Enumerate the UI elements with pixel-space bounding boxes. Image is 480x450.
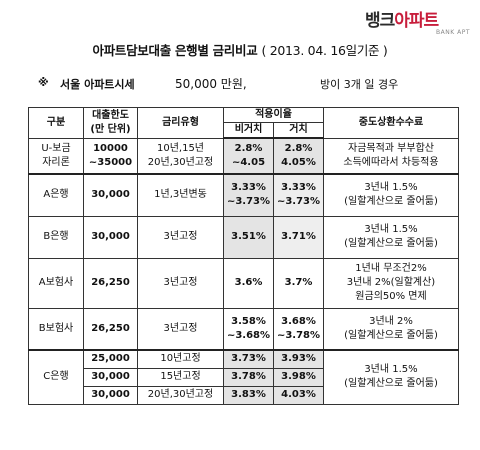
- row-deferred-rate: 4.03%: [273, 385, 324, 405]
- row-limit: 10000 ~35000: [83, 137, 138, 175]
- row-non-deferred-rate: 2.8% ~4.05: [223, 137, 274, 175]
- row-limit: 30,000: [83, 215, 138, 259]
- condition-note: 방이 3개 일 경우: [320, 78, 399, 91]
- header-category: 구분: [28, 107, 84, 139]
- row-rate-type: 3년고정: [137, 215, 224, 259]
- row-rate-type: 10년,15년 20년,30년고정: [137, 137, 224, 175]
- row-name: B은행: [28, 215, 84, 259]
- base-date: ( 2013. 04. 16일기준 ): [261, 43, 388, 58]
- page-title: 아파트담보대출 은행별 금리비교 ( 2013. 04. 16일기준 ): [92, 43, 388, 58]
- row-non-deferred-rate: 3.78%: [223, 367, 274, 387]
- row-name: C은행: [28, 349, 84, 405]
- row-non-deferred-rate: 3.73%: [223, 349, 274, 369]
- row-name: A보험사: [28, 257, 84, 309]
- row-fee: 3년내 1.5% (일할계산으로 줄어듦): [323, 173, 459, 217]
- row-limit: 30,000: [83, 367, 138, 387]
- row-limit: 26,250: [83, 257, 138, 309]
- header-fee: 중도상환수수료: [323, 107, 459, 139]
- condition-region: 서울 아파트시세: [60, 78, 135, 91]
- header-applied-rate: 적용이율: [223, 107, 324, 123]
- row-rate-type: 3년고정: [137, 307, 224, 351]
- reference-mark: ※: [38, 76, 49, 89]
- row-name: U-보금 자리론: [28, 137, 84, 175]
- header-rate-type: 금리유형: [137, 107, 224, 139]
- table-row: 30,000 15년고정 3.78% 3.98%: [29, 367, 459, 387]
- table-row: 30,000 20년,30년고정 3.83% 4.03%: [29, 385, 459, 405]
- row-fee: 3년내 2% (일할계산으로 줄어듦): [323, 307, 459, 351]
- row-rate-type: 1년,3년변동: [137, 173, 224, 217]
- row-deferred-rate: 3.71%: [273, 215, 324, 259]
- table-row: A보험사 26,250 3년고정 3.6% 3.7% 1년내 무조건2% 3년내 …: [28, 257, 459, 309]
- row-deferred-rate: 2.8% 4.05%: [273, 137, 324, 175]
- row-deferred-rate: 3.33% ~3.73%: [273, 173, 324, 217]
- row-deferred-rate: 3.68% ~3.78%: [273, 307, 324, 351]
- row-deferred-rate: 3.7%: [273, 257, 324, 309]
- row-limit: 30,000: [83, 173, 138, 217]
- table-row: B보험사 26,250 3년고정 3.58% ~3.68% 3.68% ~3.78%…: [28, 307, 459, 351]
- row-name: B보험사: [28, 307, 84, 351]
- row-non-deferred-rate: 3.58% ~3.68%: [223, 307, 274, 351]
- row-rate-type: 20년,30년고정: [137, 385, 224, 405]
- row-rate-type: 10년고정: [137, 349, 224, 369]
- row-name: A은행: [28, 173, 84, 217]
- header-non-deferred: 비거치: [223, 122, 274, 139]
- bankapt-logo: 뱅크아파트 BANK APT: [365, 6, 470, 36]
- table-row: U-보금 자리론 10000 ~35000 10년,15년 20년,30년고정 2.8…: [28, 137, 459, 175]
- row-rate-type: 3년고정: [137, 257, 224, 309]
- row-limit: 30,000: [83, 385, 138, 405]
- row-non-deferred-rate: 3.6%: [223, 257, 274, 309]
- row-fee: 1년내 무조건2% 3년내 2%(일할계산) 원금의50% 면제: [323, 257, 459, 309]
- row-non-deferred-rate: 3.83%: [223, 385, 274, 405]
- row-fee: 자금목적과 부부합산 소득에따라서 차등적용: [323, 137, 459, 175]
- rate-comparison-table: 구분 대출한도 (만 단위) 금리유형 적용이율 중도상환수수료 비거치 거치 U…: [28, 107, 459, 405]
- table-row: C은행 25,000 10년고정 3.73% 3.93% 3년내 1.5% (일할…: [28, 349, 459, 405]
- row-non-deferred-rate: 3.51%: [223, 215, 274, 259]
- row-deferred-rate: 3.98%: [273, 367, 324, 387]
- condition-amount: 50,000 만원,: [175, 77, 247, 91]
- table-row: A은행 30,000 1년,3년변동 3.33% ~3.73% 3.33% ~3.7…: [28, 173, 459, 217]
- row-deferred-rate: 3.93%: [273, 349, 324, 369]
- row-fee: 3년내 1.5% (일할계산으로 줄어듦): [323, 349, 459, 405]
- logo-subtext: BANK APT: [436, 29, 470, 36]
- row-limit: 25,000: [83, 349, 138, 369]
- header-limit: 대출한도 (만 단위): [83, 107, 138, 139]
- row-limit: 26,250: [83, 307, 138, 351]
- header-deferred: 거치: [273, 122, 324, 139]
- row-fee: 3년내 1.5% (일할계산으로 줄어듦): [323, 215, 459, 259]
- row-non-deferred-rate: 3.33% ~3.73%: [223, 173, 274, 217]
- logo-text: 뱅크아파트: [365, 11, 439, 31]
- row-rate-type: 15년고정: [137, 367, 224, 387]
- table-row: B은행 30,000 3년고정 3.51% 3.71% 3년내 1.5% (일할계…: [28, 215, 459, 259]
